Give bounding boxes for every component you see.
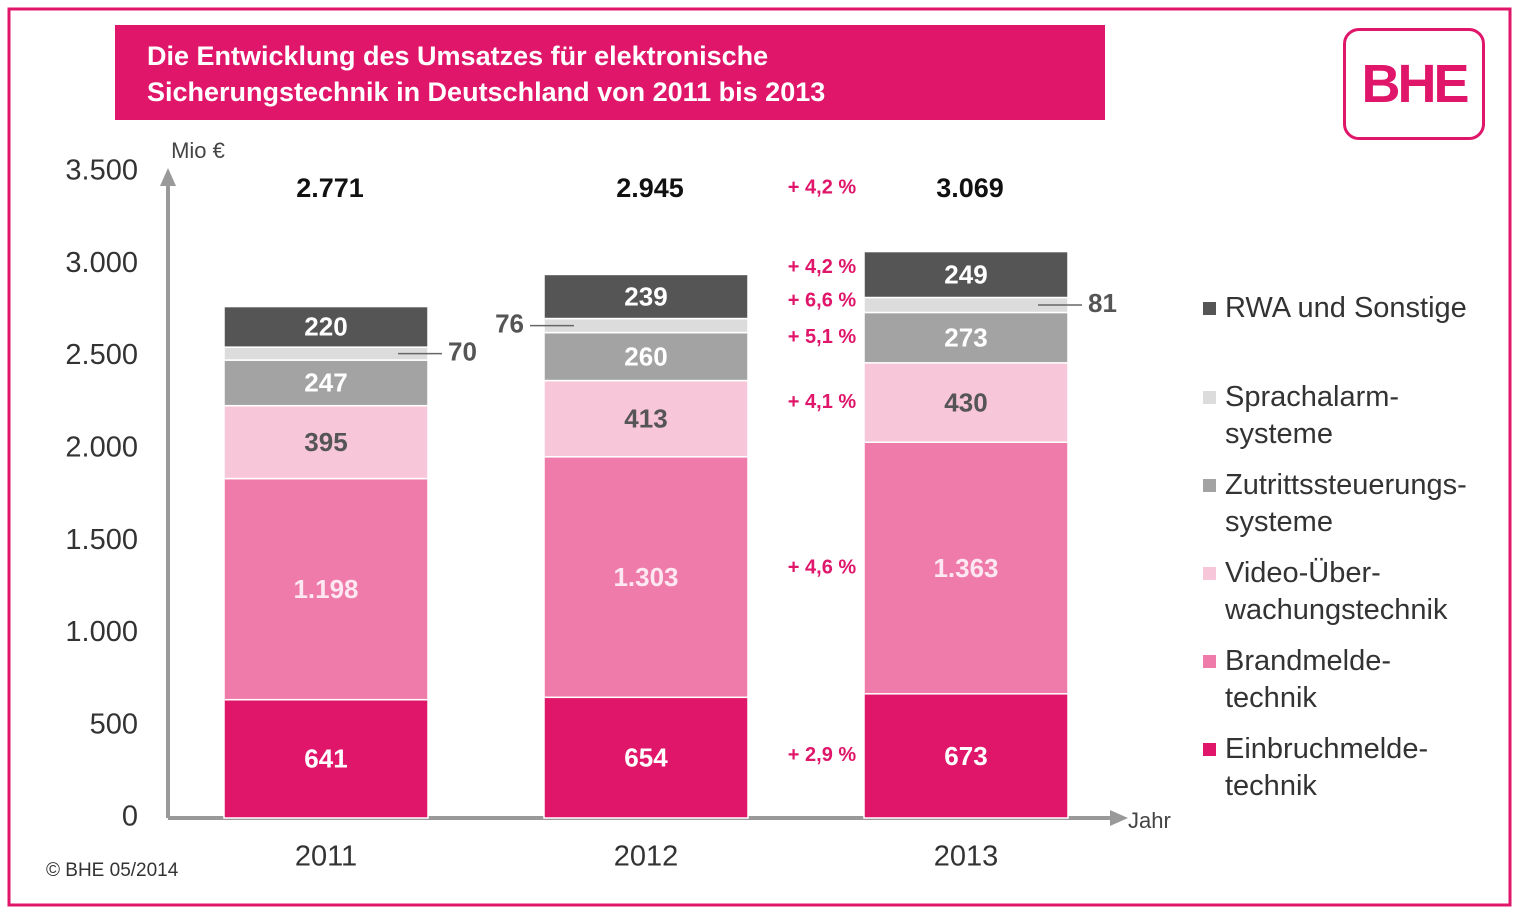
legend-swatch <box>1203 391 1216 404</box>
value-label: 76 <box>495 308 524 338</box>
value-label: 641 <box>304 744 347 774</box>
y-axis-arrow <box>160 168 176 186</box>
total-label: 2.771 <box>296 173 364 203</box>
x-axis-arrow <box>1110 810 1128 826</box>
bar-segment <box>863 693 1069 819</box>
value-label: 249 <box>944 259 987 289</box>
legend-swatch <box>1203 743 1216 756</box>
y-tick-label: 1.000 <box>65 616 138 648</box>
value-label: 260 <box>624 341 667 371</box>
y-tick-label: 2.500 <box>65 339 138 371</box>
legend-label: RWA und Sonstige <box>1225 292 1467 324</box>
value-label: 247 <box>304 368 347 398</box>
legend-swatch <box>1203 655 1216 668</box>
bar-segment <box>543 331 749 382</box>
logo: BHE <box>1343 28 1485 140</box>
total-label: 2.945 <box>616 173 684 203</box>
value-label: 273 <box>944 323 987 353</box>
bar-segment <box>223 305 429 348</box>
bar-segment <box>543 456 749 699</box>
legend-swatch <box>1203 567 1216 580</box>
x-axis-label: Jahr <box>1128 808 1171 833</box>
y-tick-label: 3.000 <box>65 247 138 279</box>
bar-segment <box>863 311 1069 364</box>
legend-label: Brandmelde- technik <box>1225 645 1392 714</box>
bar-segment <box>223 698 429 819</box>
total-growth-label: + 4,2 % <box>788 176 857 198</box>
bar-segment <box>863 441 1069 695</box>
bar-segment <box>543 379 749 458</box>
value-label: 395 <box>304 427 347 457</box>
total-label: 3.069 <box>936 173 1004 203</box>
bar-segment <box>543 696 749 819</box>
growth-label: + 4,2 % <box>788 256 857 278</box>
legend-item: Video-Über- wachungstechnik <box>1203 555 1513 629</box>
legend-label: Zutrittssteuerungs- systeme <box>1225 469 1467 538</box>
value-label: 1.303 <box>613 562 678 592</box>
value-label: 1.363 <box>933 553 998 583</box>
x-tick-label: 2011 <box>295 841 357 873</box>
y-tick-label: 0 <box>122 801 138 833</box>
x-tick-label: 2013 <box>934 841 999 873</box>
value-label: 654 <box>624 743 668 773</box>
value-label: 430 <box>944 387 987 417</box>
legend-label: Sprachalarm- systeme <box>1225 381 1400 450</box>
bar-segment <box>863 296 1069 314</box>
value-label: 413 <box>624 404 667 434</box>
value-label: 220 <box>304 312 347 342</box>
title: Die Entwicklung des Umsatzes für elektro… <box>115 25 1105 120</box>
y-tick-label: 1.500 <box>65 524 138 556</box>
growth-label: + 4,6 % <box>788 556 857 578</box>
growth-label: + 5,1 % <box>788 326 857 348</box>
growth-label: + 6,6 % <box>788 289 857 311</box>
legend-item: Zutrittssteuerungs- systeme <box>1203 467 1513 541</box>
bar-segment <box>223 346 429 361</box>
bar-segment <box>863 362 1069 443</box>
bar-segment <box>223 477 429 701</box>
legend-item: Brandmelde- technik <box>1203 643 1513 717</box>
value-label: 1.198 <box>293 574 358 604</box>
y-axis-label: Mio € <box>171 138 225 163</box>
value-label: 673 <box>944 741 987 771</box>
value-label: 239 <box>624 281 667 311</box>
growth-label: + 2,9 % <box>788 744 857 766</box>
y-tick-label: 2.000 <box>65 432 138 464</box>
bar-segment <box>543 273 749 320</box>
x-tick-label: 2012 <box>614 841 679 873</box>
legend-item: RWA und Sonstige <box>1203 290 1513 327</box>
bar-segment <box>863 250 1069 299</box>
legend-item: Einbruchmelde- technik <box>1203 731 1513 805</box>
bar-segment <box>223 404 429 480</box>
frame <box>7 7 1512 907</box>
y-tick-label: 500 <box>90 708 138 740</box>
bar-segment <box>223 359 429 407</box>
value-label: 81 <box>1088 288 1117 318</box>
legend-swatch <box>1203 302 1216 315</box>
legend-label: Einbruchmelde- technik <box>1225 733 1429 802</box>
bar-segment <box>543 317 749 334</box>
legend-label: Video-Über- wachungstechnik <box>1225 557 1448 626</box>
legend: RWA und Sonstige Sprachalarm- systeme Zutr… <box>1203 290 1513 805</box>
legend-swatch <box>1203 479 1216 492</box>
y-tick-label: 3.500 <box>65 155 138 187</box>
growth-label: + 4,1 % <box>788 391 857 413</box>
footer: © BHE 05/2014 <box>46 860 179 881</box>
legend-item: Sprachalarm- systeme <box>1203 379 1513 453</box>
value-label: 70 <box>448 336 477 366</box>
